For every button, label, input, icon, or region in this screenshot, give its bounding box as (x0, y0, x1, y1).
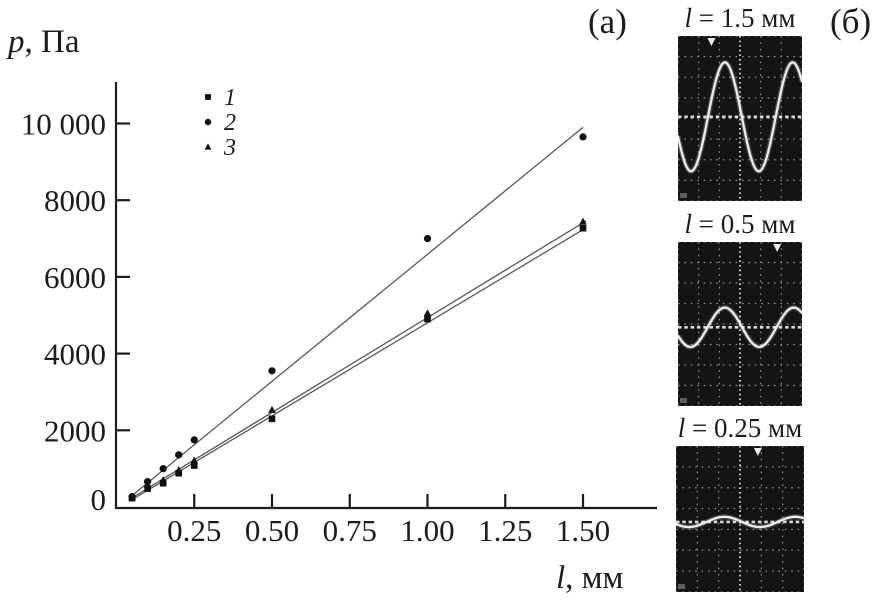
marker-square (268, 415, 276, 423)
fit-line-series-2 (128, 126, 584, 499)
scope-trigger-icon (753, 448, 762, 456)
marker-triangle (268, 405, 276, 413)
scope-waveform (676, 515, 804, 529)
panel-a-label: (а) (588, 2, 627, 41)
marker-triangle (159, 476, 167, 484)
marker-triangle (128, 492, 136, 500)
oscilloscope-trace-0p5mm (678, 242, 802, 406)
y-axis-units: , Па (24, 24, 80, 60)
y-tick-label: 0 (91, 482, 107, 517)
fit-line-series-1 (131, 227, 587, 501)
scope-title-variable: l (677, 413, 686, 443)
x-axis-units: , мм (565, 560, 624, 596)
marker-triangle (423, 309, 432, 317)
marker-square (175, 469, 182, 477)
scope-title-value: = 0.25 мм (685, 413, 803, 443)
marker-triangle (143, 480, 152, 488)
marker-circle (175, 451, 183, 459)
scope-readout-smudge (680, 398, 687, 403)
y-tick-label: 2000 (44, 413, 106, 448)
scope-title: l = 1.5 мм (670, 2, 810, 36)
pressure-vs-gap-chart: 0 2000 4000 6000 8000 10 000 0.25 0.50 0.75 1.00 1… (21, 82, 657, 548)
data-points-series-3 (128, 217, 587, 500)
panel-b-label: (б) (830, 2, 872, 41)
scope-readout-smudge (678, 584, 685, 589)
marker-square (159, 479, 167, 487)
x-axis-title: l, мм (556, 560, 623, 597)
y-tick-label: 8000 (44, 183, 106, 218)
y-axis-title: p, Па (8, 24, 79, 61)
scope-title: l = 0.25 мм (670, 412, 810, 446)
y-tick-label: 6000 (44, 260, 106, 295)
y-tick-label: 10 000 (21, 107, 106, 142)
scope-waveform (678, 61, 802, 173)
legend-label-3: 3 (223, 135, 236, 161)
scope-title-value: = 0.5 мм (692, 209, 796, 239)
fit-line-series-3 (131, 220, 587, 499)
marker-circle (190, 436, 198, 444)
marker-square (190, 462, 198, 469)
marker-triangle (579, 217, 587, 225)
scope-title-variable: l (684, 209, 693, 239)
x-tick-label: 1.25 (478, 513, 532, 548)
scope-trigger-icon (773, 244, 782, 252)
scope-block-0p5mm: l = 0.5 мм (670, 208, 810, 406)
marker-triangle (174, 466, 183, 474)
marker-circle (204, 118, 212, 126)
x-tick-label: 1.00 (400, 513, 454, 548)
marker-circle (579, 133, 587, 141)
scope-block-0p25mm: l = 0.25 мм (670, 412, 810, 592)
marker-circle (159, 465, 167, 473)
y-axis-variable: p (8, 24, 25, 60)
marker-square (144, 485, 151, 492)
scope-title-value: = 1.5 мм (692, 3, 796, 33)
x-tick-label: 0.25 (167, 513, 221, 548)
x-tick-label: 1.50 (556, 513, 610, 548)
scope-trigger-icon (707, 38, 716, 46)
scope-block-1p5mm: l = 1.5 мм (670, 2, 810, 201)
marker-triangle (204, 143, 212, 150)
marker-square (424, 315, 431, 323)
marker-triangle (190, 456, 199, 464)
y-tick-label: 4000 (44, 337, 106, 372)
marker-square (579, 224, 587, 232)
scope-waveform (678, 306, 802, 349)
marker-circle (268, 367, 276, 375)
scope-readout-smudge (680, 193, 687, 198)
x-axis-variable: l (556, 560, 566, 596)
x-tick-label: 0.50 (245, 513, 299, 548)
oscilloscope-trace-1p5mm (678, 36, 802, 201)
legend-label-1: 1 (224, 85, 236, 111)
legend-label-2: 2 (224, 110, 236, 136)
x-tick-label: 0.75 (323, 513, 377, 548)
marker-circle (423, 234, 432, 243)
data-points-series-2 (128, 133, 587, 501)
scope-title-variable: l (684, 3, 693, 33)
scope-title: l = 0.5 мм (670, 208, 810, 242)
marker-square (205, 94, 211, 100)
oscilloscope-trace-0p25mm (676, 446, 804, 592)
